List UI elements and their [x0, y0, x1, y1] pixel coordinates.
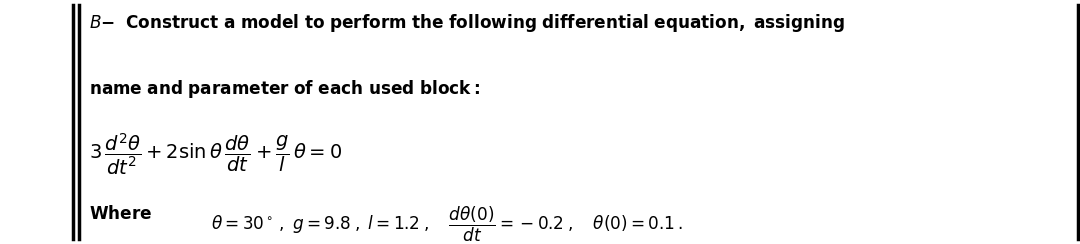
Text: $\theta = 30^\circ\,,\; g = 9.8\;,\; l = 1.2\;,\quad\dfrac{d\theta(0)}{dt} = -0.: $\theta = 30^\circ\,,\; g = 9.8\;,\; l =…	[211, 205, 683, 244]
Text: $\mathbf{name\ and\ parameter\ of\ each\ used\ block:}$: $\mathbf{name\ and\ parameter\ of\ each\…	[89, 78, 480, 100]
Text: $\mathbf{\mathit{B}}$$\mathbf{-}$  $\mathbf{Construct\ a\ model\ to\ perform\ th: $\mathbf{\mathit{B}}$$\mathbf{-}$ $\math…	[89, 12, 845, 34]
Text: $\mathbf{Where}$: $\mathbf{Where}$	[89, 205, 151, 223]
Text: $3\,\dfrac{d^2\theta}{dt^2} + 2\sin\theta\,\dfrac{d\theta}{dt} + \dfrac{g}{l}\,\: $3\,\dfrac{d^2\theta}{dt^2} + 2\sin\thet…	[89, 132, 341, 177]
